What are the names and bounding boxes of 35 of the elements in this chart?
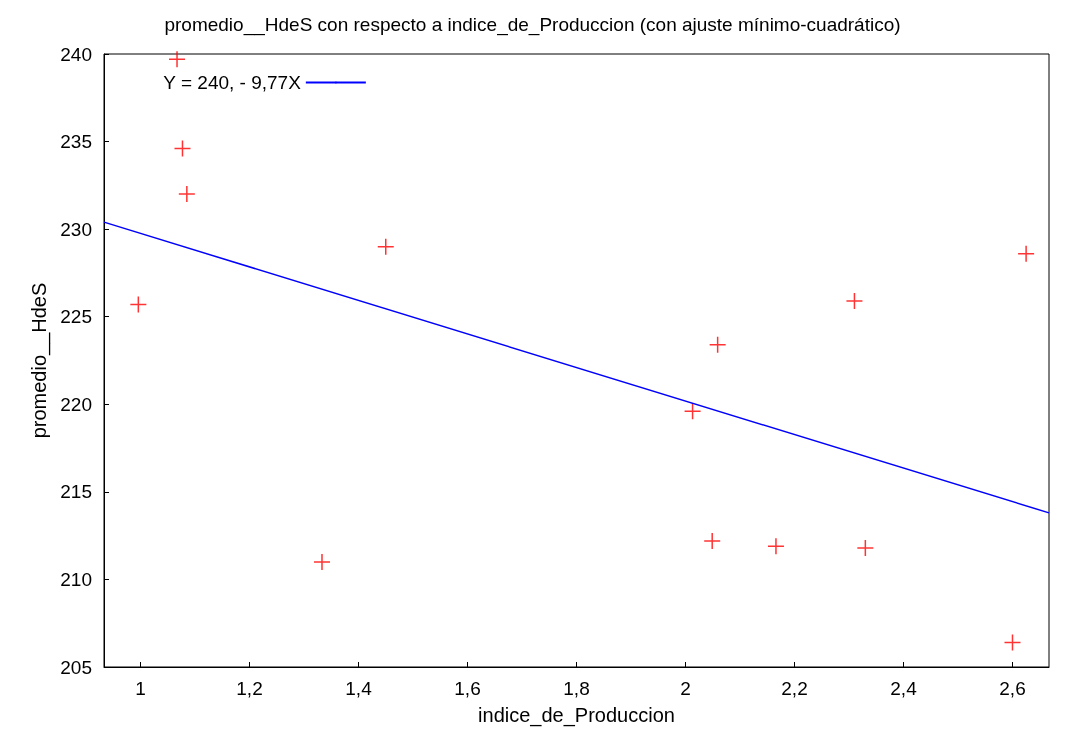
point xyxy=(178,185,196,203)
legend-label: Y = 240, - 9,77X xyxy=(163,72,302,93)
point xyxy=(168,50,186,68)
x-tick-label: 2 xyxy=(680,678,691,699)
point xyxy=(767,537,785,555)
y-tick-label: 210 xyxy=(60,568,92,590)
y-tick-label: 220 xyxy=(60,393,92,415)
y-tick-label: 205 xyxy=(60,656,92,678)
x-tick-label: 1 xyxy=(135,678,146,699)
x-tick-label: 2,4 xyxy=(890,678,918,699)
x-tick-label: 1,6 xyxy=(454,678,481,699)
x-tick-label: 1,8 xyxy=(563,678,590,699)
point xyxy=(129,295,148,314)
point xyxy=(173,139,192,158)
y-tick-label: 225 xyxy=(60,306,92,328)
point xyxy=(1017,244,1035,263)
point xyxy=(845,292,864,310)
x-tick-label: 2,2 xyxy=(781,678,808,699)
point xyxy=(683,402,702,421)
x-axis-title: indice_de_Produccion xyxy=(478,704,675,727)
y-tick-label: 235 xyxy=(60,131,92,153)
point xyxy=(313,553,331,571)
x-tick-label: 1,4 xyxy=(345,678,373,699)
point xyxy=(377,237,395,256)
y-tick-label: 215 xyxy=(60,481,92,503)
x-tick-label: 2,6 xyxy=(999,678,1026,699)
chart-title: promedio__HdeS con respecto a indice_de_Produccion (con ajuste mínimo-cuadrático) xyxy=(164,14,901,36)
point xyxy=(703,532,721,550)
y-axis-title: promedio__HdeS xyxy=(28,282,51,439)
point xyxy=(1003,633,1022,652)
x-tick-label: 1,2 xyxy=(236,678,263,699)
y-tick-label: 230 xyxy=(60,218,92,240)
point xyxy=(856,539,875,557)
point xyxy=(708,335,727,354)
y-tick-label: 240 xyxy=(60,43,92,65)
